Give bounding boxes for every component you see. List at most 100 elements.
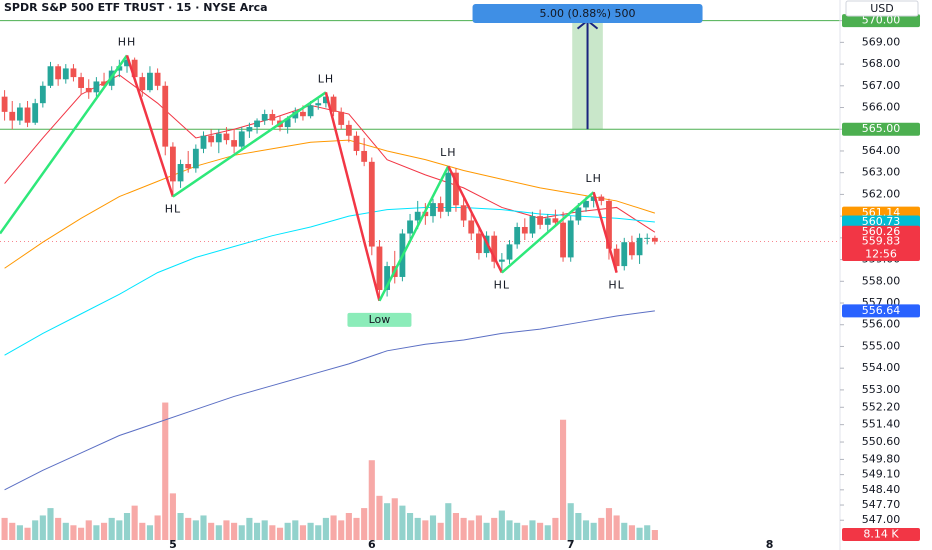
zigzag-segment	[447, 165, 503, 274]
candle-body	[185, 163, 192, 169]
candle-body	[131, 59, 138, 78]
candle-body	[445, 172, 452, 212]
candle-body	[101, 81, 107, 86]
candle-body	[621, 242, 628, 267]
candle-body	[468, 220, 475, 234]
volume-bar	[475, 515, 482, 540]
zigzag-segment	[125, 55, 175, 197]
y-tick-label: 551.40	[862, 418, 901, 431]
candle-body	[437, 203, 444, 212]
volume-bar	[276, 527, 284, 540]
candle-body	[162, 85, 169, 147]
candle-body	[39, 85, 46, 104]
y-tick-label: 553.00	[862, 383, 901, 396]
volume-bar	[506, 520, 513, 540]
volume-bar	[491, 517, 498, 540]
volume-bar	[55, 517, 62, 540]
currency-box[interactable]	[845, 0, 919, 17]
y-tick-label: 569.00	[862, 35, 901, 48]
volume-bar	[146, 525, 154, 540]
price-axis	[840, 0, 932, 550]
candle-body	[430, 203, 436, 217]
volume-tag	[842, 528, 920, 542]
volume-bar	[47, 508, 54, 540]
candle-body	[560, 222, 566, 258]
candle-body	[307, 105, 314, 117]
zigzag-label: HL	[608, 279, 624, 292]
volume-bar	[32, 520, 39, 540]
volume-bar	[223, 520, 230, 540]
volume-bar	[284, 522, 291, 540]
candle-body	[651, 237, 658, 242]
candle-body	[384, 266, 391, 290]
candle-body	[192, 148, 199, 169]
volume-bar	[406, 513, 414, 540]
candle-body	[529, 216, 536, 234]
volume-bar	[368, 460, 375, 540]
volume-bar	[437, 522, 444, 540]
price-tag-label: 560.26	[862, 225, 901, 238]
zigzag-label-box	[347, 312, 412, 327]
candle-body	[1, 96, 8, 112]
zigzag-label: LH	[585, 172, 601, 185]
volume-bar	[192, 520, 199, 540]
volume-bar	[315, 525, 322, 540]
y-tick-label: 562.00	[862, 187, 901, 200]
y-tick-label: 552.20	[862, 400, 901, 413]
candle-body	[460, 205, 467, 221]
candle-body	[315, 103, 322, 106]
y-tick-label: 564.00	[862, 144, 901, 157]
candle-body	[422, 211, 429, 217]
candle-body	[124, 59, 130, 67]
currency[interactable]: USD	[870, 2, 894, 15]
volume-bar	[529, 520, 536, 540]
volume-bar	[644, 525, 651, 540]
volume-bar	[131, 505, 138, 540]
candle-body	[414, 211, 421, 221]
zigzag-segment	[324, 92, 381, 302]
volume-bar	[215, 525, 222, 540]
zigzag-label: HL	[494, 279, 510, 292]
volume-bar	[93, 525, 100, 540]
volume-bar	[116, 520, 123, 540]
candle-body	[85, 87, 92, 93]
volume-bar	[399, 505, 406, 540]
candle-body	[583, 200, 589, 208]
candle-body	[636, 237, 643, 256]
volume-bar	[552, 517, 559, 540]
volume-bar	[376, 495, 383, 540]
volume-bar	[338, 520, 345, 540]
y-tick-label: 549.80	[862, 452, 901, 465]
volume-bar	[39, 515, 46, 540]
candle-body	[93, 81, 100, 93]
volume-bar	[445, 503, 452, 540]
volume-bar	[139, 522, 146, 540]
volume-bar	[636, 527, 643, 540]
candle-body	[376, 246, 383, 290]
volume-bar	[613, 515, 620, 540]
y-tick-label: 566.00	[862, 101, 901, 114]
candle-body	[238, 131, 245, 147]
volume-bar	[1, 517, 8, 540]
volume-bar	[544, 525, 551, 540]
candle-body	[246, 127, 253, 132]
volume-bar	[246, 517, 253, 540]
candle-body	[590, 196, 597, 201]
price-tag	[842, 304, 920, 318]
candle-body	[598, 196, 605, 201]
volume-bar	[537, 522, 544, 540]
candle-body	[139, 77, 146, 91]
volume-bar	[514, 522, 521, 540]
y-tick-label: 563.00	[862, 166, 901, 179]
volume-bar	[651, 530, 658, 540]
candle-body	[24, 107, 31, 123]
candle-body	[537, 216, 544, 225]
x-tick-label: 7	[567, 538, 575, 550]
zigzag-segment	[592, 191, 618, 273]
candle-body	[368, 161, 375, 247]
volume-bar	[605, 508, 613, 540]
volume-bar	[567, 503, 574, 540]
candle-body	[338, 111, 345, 125]
volume-bar	[253, 522, 261, 540]
